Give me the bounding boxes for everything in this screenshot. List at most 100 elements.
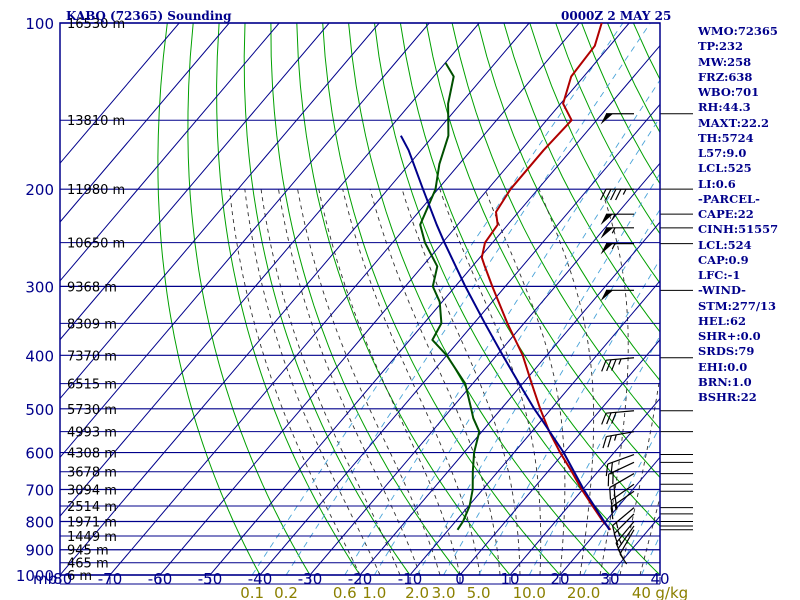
moist-adiabat-line [439,189,542,575]
pressure-tick-labels: 100 200 300 400 500 600 700 800 900 1000 [16,15,54,585]
sounding-index: CINH:51557 [698,222,779,237]
pressure-tick-label: 200 [25,181,54,199]
sounding-index: LCL:525 [698,161,752,176]
moist-adiabat-line [484,189,566,575]
sounding-index: FRZ:638 [698,69,753,84]
moist-adiabat-line [369,189,501,575]
mixing-ratio-tick-label: 40 [632,584,651,600]
isotherm-line [109,23,580,575]
wind-barb [600,188,634,201]
temperature-tick-label: 20 [550,570,569,588]
sounding-index: LI:0.6 [698,176,736,191]
isotherms [60,23,660,575]
height-label: 9368 m [67,280,117,295]
wind-barb [600,243,634,255]
mixing-ratio-tick-label: 1.0 [362,584,386,600]
sounding-index: MAXT:22.2 [698,115,769,130]
wind-barb-column [600,113,635,565]
isotherm-line [60,23,180,165]
sounding-index: LCL:524 [698,237,752,252]
pressure-tick-label: 700 [25,481,54,499]
pressure-tick-label: 1000 [16,567,54,585]
mixing-ratio-tick-labels: 0.1 0.2 0.6 1.0 2.0 3.0 5.0 10.0 20.0 40 g/kg [240,584,688,600]
isotherm-line [309,162,660,575]
sounding-index: STM:277/13 [698,298,777,313]
temperature-tick-labels: mb-80 -70 -60 -50 -40 -30 -20 -10 0 10 20 30 40 [33,570,670,588]
height-label: 1971 m [67,516,117,531]
mixing-ratio-unit-label: g/kg [655,584,688,600]
temperature-tick-label: 10 [500,570,519,588]
isotherm-line [60,23,480,517]
isotherm-line [60,23,380,400]
temperature-tick-label: 0 [455,570,465,588]
isotherm-line [60,23,430,459]
isotherm-line [559,456,660,575]
pressure-tick-label: 800 [25,514,54,532]
mixing-ratio-tick-label: 2.0 [405,584,429,600]
isotherm-line [459,338,660,575]
wind-barb [607,461,635,487]
plot-border [59,22,661,576]
isotherm-line [60,23,230,223]
sounding-index: MW:258 [698,54,752,69]
sounding-indices-panel: WMO:72365 TP:232 MW:258 FRZ:638 WBO:701 RH:44… [698,24,778,405]
height-label: 4308 m [67,447,117,462]
temperature-tick-label: 40 [650,570,669,588]
height-labels: 16530 m 13810 m 11980 m 10650 m 9368 m 8309 m… [67,17,125,584]
sounding-index: L57:9.0 [698,146,747,160]
mixing-ratio-line [374,116,660,575]
wind-barb [600,213,634,225]
height-label: 10650 m [67,237,125,252]
sounding-index: LFC:-1 [698,268,741,282]
dry-adiabat-line [187,23,311,575]
sounding-index: EHI:0.0 [698,359,748,374]
sounding-index: SHR+:0.0 [698,329,761,343]
wind-barb [619,529,635,565]
wind-barb [600,289,634,302]
wind-barb [609,473,635,500]
isotherm-line [159,23,630,575]
height-label: 7370 m [67,349,117,364]
mixing-ratio-line [285,23,651,575]
isobars [60,22,693,576]
pressure-tick-label: 500 [25,401,54,419]
plot-frame [59,22,661,585]
height-label: 2514 m [67,500,117,515]
dry-adiabat-line [296,23,511,575]
pressure-tick-label: 600 [25,445,54,463]
pressure-tick-label: 300 [25,278,54,296]
moist-adiabat-line [599,189,629,575]
dry-adiabat-line [216,23,361,575]
moist-adiabat-line [639,495,660,575]
height-label: 8309 m [67,317,117,332]
sounding-index: HEL:62 [698,313,746,328]
height-label: 4993 m [67,426,117,441]
sounding-index: TH:5724 [698,130,754,145]
pressure-tick-label: 900 [25,542,54,560]
temperature-tick-label: -70 [98,570,123,588]
sounding-index: -PARCEL- [698,191,760,206]
mixing-ratio-tick-label: 5.0 [467,584,491,600]
isotherm-line [259,103,660,575]
sounding-index: RH:44.3 [698,100,751,115]
moist-adiabat-line [538,189,595,575]
mixing-ratio-tick-label: 0.6 [333,584,357,600]
isotherm-line [209,44,660,575]
height-label: 6515 m [67,378,117,393]
chart-title: KABQ (72365) Sounding [66,9,232,23]
height-label: 3678 m [67,466,117,481]
height-label: 5730 m [67,403,117,418]
height-label: 13810 m [67,114,125,129]
mixing-ratio-tick-label: 0.2 [274,584,298,600]
sounding-profiles [400,23,612,531]
pressure-tick-label: 100 [25,15,54,33]
wind-barb [602,431,635,449]
isotherm-line [60,23,330,341]
temperature-tick-label: -80 [48,570,73,588]
moist-adiabat-line [229,189,361,575]
pressure-unit-label: mb [33,570,57,588]
height-label: 1449 m [67,530,117,545]
wind-barb [600,227,634,239]
mixing-ratio-tick-label: 10.0 [513,584,546,600]
